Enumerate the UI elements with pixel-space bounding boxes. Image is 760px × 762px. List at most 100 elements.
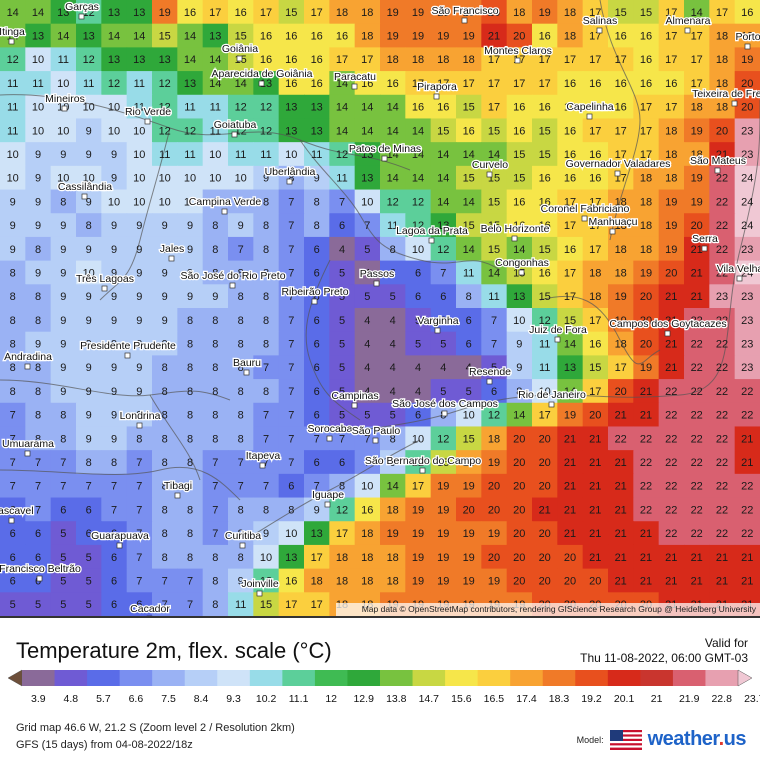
- grid-value: 4: [415, 386, 421, 398]
- grid-value: 5: [86, 576, 92, 588]
- city-label[interactable]: Cacador: [129, 602, 172, 616]
- temp-cell: [329, 331, 356, 356]
- grid-value: 17: [615, 54, 627, 66]
- city-label[interactable]: Belo Horizonte: [479, 222, 551, 237]
- city-label[interactable]: Presidente Prudente: [79, 339, 177, 354]
- temp-cell: [0, 544, 26, 570]
- city-label[interactable]: Passos: [358, 267, 395, 282]
- city-label[interactable]: Rio de Janeiro: [517, 388, 587, 403]
- city-label[interactable]: Governador Valadares: [564, 157, 671, 172]
- grid-value: 11: [235, 599, 246, 611]
- grid-value: 21: [716, 576, 728, 588]
- scale-swatch: [607, 670, 641, 686]
- city-label[interactable]: Umuarama: [1, 437, 56, 452]
- city-label[interactable]: Campinas: [330, 389, 380, 404]
- city-label[interactable]: Curitiba: [224, 529, 263, 544]
- city-label[interactable]: Londrina: [118, 409, 162, 424]
- city-label[interactable]: Coronel Fabriciano: [539, 202, 630, 217]
- temp-cell: [532, 355, 558, 380]
- city-label[interactable]: Itapeva: [244, 449, 281, 464]
- city-label[interactable]: Porto: [734, 30, 760, 45]
- city-label[interactable]: Uberlândia: [263, 165, 317, 180]
- city-label[interactable]: Patos de Minas: [348, 142, 423, 157]
- scale-swatch: [510, 670, 544, 686]
- grid-value: 4: [364, 386, 370, 398]
- city-label[interactable]: Lagoa da Prata: [395, 224, 470, 239]
- city-label[interactable]: Capelinha: [565, 100, 615, 115]
- temperature-map[interactable]: 14 14 13 12 13 13 19 16 17 16 17 15 17 18 18 19 19 19 19 20…: [0, 0, 760, 616]
- temp-cell: [354, 142, 381, 167]
- grid-value: 15: [615, 7, 627, 19]
- weather-us-logo[interactable]: weather.us: [648, 728, 747, 751]
- city-label[interactable]: Três Lagoas: [75, 272, 136, 287]
- city-label[interactable]: Iguape: [311, 488, 346, 503]
- grid-value: 7: [212, 457, 218, 469]
- temp-cell: [684, 189, 710, 214]
- city-label[interactable]: São José dos Campos: [391, 397, 499, 412]
- city-marker: [174, 492, 181, 499]
- city-label[interactable]: Ribeirão Preto: [280, 285, 350, 300]
- city-label[interactable]: Campina Verde: [188, 195, 263, 210]
- temp-cell: [582, 544, 609, 570]
- temp-cell: [532, 308, 558, 333]
- city-label[interactable]: Vila Velha: [715, 262, 760, 277]
- city-label[interactable]: Teixeira de Freitas: [691, 87, 760, 102]
- city-label[interactable]: Cascavel: [0, 504, 35, 519]
- city-label[interactable]: Joinville: [240, 577, 280, 592]
- temp-cell: [380, 165, 406, 191]
- city-label[interactable]: Guarapuava: [90, 529, 151, 544]
- city-label[interactable]: Paracatu: [333, 70, 378, 85]
- grid-value: 17: [564, 54, 576, 66]
- city-label[interactable]: Rio Verde: [124, 105, 173, 120]
- temp-cell: [304, 568, 330, 593]
- city-label[interactable]: Pirapora: [416, 80, 458, 95]
- city-label[interactable]: Montes Claros: [483, 44, 553, 59]
- temp-cell: [430, 165, 457, 191]
- temp-cell: [329, 497, 356, 522]
- city-label[interactable]: Juiz de Fora: [528, 323, 589, 338]
- city-label[interactable]: Bauru: [232, 356, 263, 371]
- city-label[interactable]: Cassilândia: [57, 180, 114, 195]
- grid-value: 12: [260, 125, 272, 137]
- temp-cell: [278, 497, 305, 522]
- grid-value: 22: [741, 481, 753, 493]
- city-label[interactable]: Curvelo: [471, 158, 510, 173]
- city-label[interactable]: Jales: [158, 242, 185, 257]
- city-label[interactable]: Goiânia: [221, 42, 260, 57]
- temp-cell: [278, 592, 305, 616]
- brand[interactable]: Model: weather.us: [577, 728, 747, 751]
- grid-value: 21: [691, 244, 703, 256]
- city-label[interactable]: Sorocaba: [306, 422, 354, 437]
- city-label[interactable]: São José do Rio Preto: [179, 269, 287, 284]
- grid-value: 7: [35, 457, 41, 469]
- city-label[interactable]: Goiatuba: [212, 118, 257, 133]
- city-label[interactable]: Campos dos Goytacazes: [608, 317, 728, 332]
- city-label[interactable]: Francisco Beltrão: [0, 562, 82, 577]
- city-label[interactable]: Manhuaçu: [587, 215, 639, 230]
- grid-value: 7: [288, 457, 294, 469]
- grid-value: 4: [466, 362, 472, 374]
- city-label[interactable]: São Francisco: [430, 4, 500, 19]
- grid-value: 19: [539, 7, 551, 19]
- city-label[interactable]: Resende: [468, 365, 513, 380]
- grid-value: 15: [463, 173, 475, 185]
- city-label[interactable]: Serra: [691, 232, 719, 247]
- city-label[interactable]: São Bernardo do Campo: [364, 454, 483, 469]
- city-label[interactable]: Itinga: [0, 25, 26, 40]
- city-label[interactable]: Congonhas: [494, 256, 550, 271]
- grid-value: 4: [364, 362, 370, 374]
- city-label[interactable]: Almenara: [664, 14, 712, 29]
- temp-cell: [101, 118, 128, 143]
- city-label[interactable]: Aparecida de Goiânia: [210, 67, 314, 82]
- city-label[interactable]: Varginha: [416, 314, 460, 329]
- city-label[interactable]: Garças: [64, 0, 100, 14]
- temp-cell: [152, 544, 178, 570]
- city-label[interactable]: São Paulo: [350, 424, 401, 439]
- city-label[interactable]: Mineiros: [44, 92, 86, 107]
- temp-cell: [228, 592, 254, 616]
- city-label[interactable]: Tibagi: [163, 479, 194, 494]
- temp-cell: [354, 165, 381, 191]
- city-label[interactable]: Andradina: [3, 350, 54, 365]
- city-label[interactable]: Salinas: [581, 14, 618, 29]
- city-label[interactable]: São Mateus: [689, 154, 748, 169]
